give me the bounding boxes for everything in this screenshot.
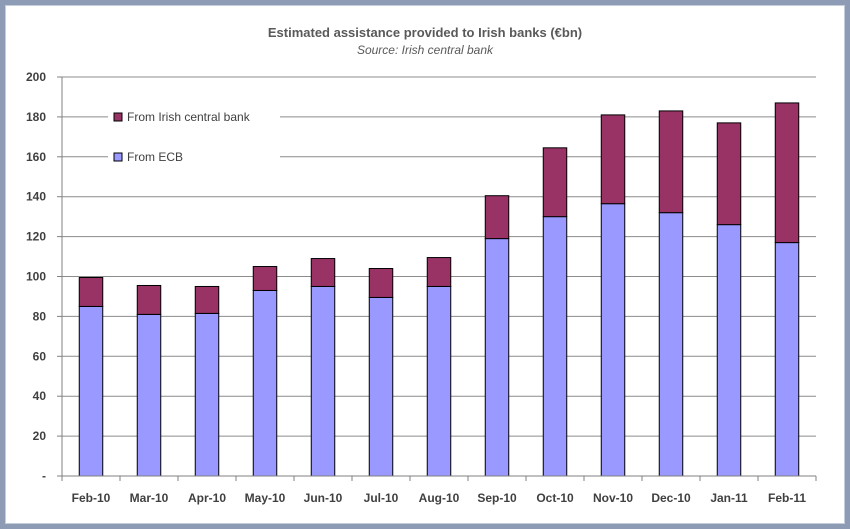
- y-tick-label: 160: [26, 150, 46, 164]
- y-tick-label: 180: [26, 110, 46, 124]
- legend: From Irish central bank From ECB: [108, 104, 280, 170]
- x-tick-label: Dec-10: [651, 491, 691, 505]
- x-tick-label: Mar-10: [130, 491, 169, 505]
- y-tick-label: 120: [26, 230, 46, 244]
- bar-segment-ecb: [484, 238, 510, 477]
- y-tick-label: -: [42, 469, 46, 483]
- x-tick-label: Jun-10: [304, 491, 343, 505]
- x-tick-label: Jan-11: [710, 491, 748, 505]
- bar-segment-irish-central-bank: [716, 122, 742, 226]
- x-tick-label: Aug-10: [419, 491, 460, 505]
- chart-inner-border: [5, 5, 845, 524]
- y-tick-label: 140: [26, 190, 46, 204]
- x-tick-label: Apr-10: [188, 491, 226, 505]
- bar-segment-irish-central-bank: [426, 257, 452, 287]
- bar-segment-irish-central-bank: [310, 258, 336, 287]
- x-tick-label: Sep-10: [477, 491, 517, 505]
- legend-swatch: [113, 152, 123, 162]
- y-tick-label: 20: [33, 429, 47, 443]
- y-tick-labels: - 20 40 60 80 100 120 140 160 180 200: [26, 70, 46, 483]
- axes: [57, 76, 817, 481]
- bar-segment-ecb: [716, 224, 742, 477]
- x-tick-label: Nov-10: [593, 491, 633, 505]
- y-tick-label: 100: [26, 270, 46, 284]
- bar-segment-irish-central-bank: [484, 195, 510, 240]
- bar-segment-irish-central-bank: [194, 285, 220, 314]
- bar-segment-ecb: [310, 285, 336, 477]
- bar-segment-ecb: [194, 312, 220, 477]
- bar-segment-irish-central-bank: [774, 102, 800, 244]
- y-tick-label: 200: [26, 70, 46, 84]
- chart-subtitle: Source: Irish central bank: [357, 43, 494, 57]
- chart-title: Estimated assistance provided to Irish b…: [268, 25, 582, 40]
- y-tick-label: 40: [33, 389, 47, 403]
- legend-label: From Irish central bank: [127, 110, 251, 124]
- y-tick-label: 80: [33, 309, 47, 323]
- bar-segment-ecb: [658, 212, 684, 477]
- y-tick-label: 60: [33, 349, 47, 363]
- bar-segment-ecb: [368, 296, 394, 477]
- bars: [78, 102, 800, 477]
- legend-label: From ECB: [127, 150, 183, 164]
- bar-segment-irish-central-bank: [368, 268, 394, 298]
- bar-segment-ecb: [426, 285, 452, 477]
- x-tick-labels: Feb-10 Mar-10 Apr-10 May-10 Jun-10 Jul-10 Aug-…: [72, 491, 807, 505]
- bar-segment-ecb: [252, 289, 278, 477]
- bar-segment-irish-central-bank: [136, 284, 162, 315]
- x-tick-label: Feb-10: [72, 491, 111, 505]
- bar-segment-ecb: [774, 242, 800, 477]
- x-tick-label: Jul-10: [364, 491, 399, 505]
- bar-segment-ecb: [78, 305, 104, 477]
- x-tick-label: Oct-10: [536, 491, 574, 505]
- legend-background: [108, 104, 280, 170]
- bar-segment-ecb: [136, 313, 162, 477]
- bar-segment-irish-central-bank: [542, 147, 568, 218]
- x-tick-label: Feb-11: [768, 491, 806, 505]
- legend-swatch: [113, 112, 123, 122]
- bar-segment-irish-central-bank: [658, 110, 684, 214]
- x-tick-label: May-10: [245, 491, 286, 505]
- bar-segment-ecb: [600, 203, 626, 477]
- bar-segment-irish-central-bank: [78, 276, 104, 307]
- bar-segment-irish-central-bank: [600, 114, 626, 205]
- bar-segment-irish-central-bank: [252, 266, 278, 291]
- bar-segment-ecb: [542, 216, 568, 477]
